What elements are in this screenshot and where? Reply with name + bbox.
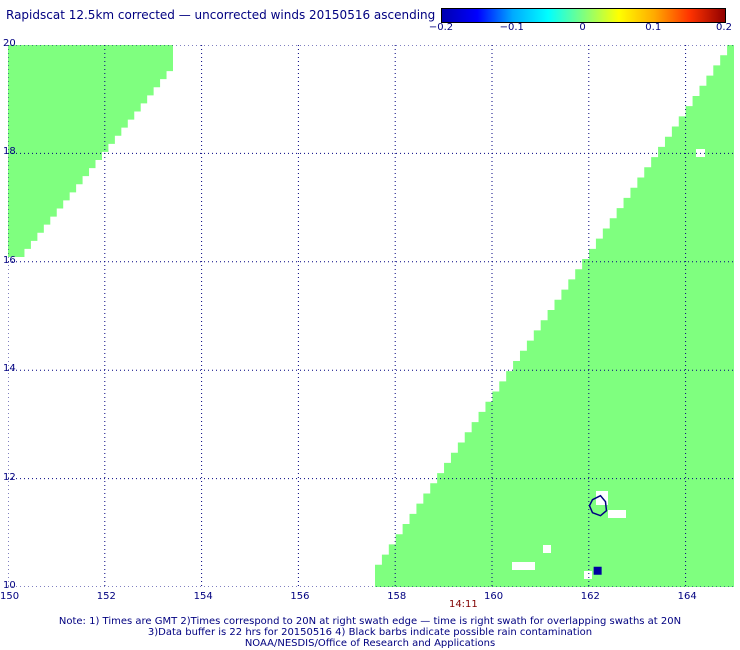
swath-lower-right	[375, 45, 734, 587]
longitude-label: 154	[193, 591, 213, 602]
swath-layer	[8, 45, 734, 587]
grid-layer	[8, 45, 734, 587]
note-line-2: 3)Data buffer is 22 hrs for 20150516 4) …	[147, 627, 593, 638]
swath-gap	[608, 510, 626, 518]
longitude-label: 156	[290, 591, 310, 602]
longitude-label: 158	[387, 591, 407, 602]
swath-gap	[543, 545, 551, 553]
colorbar-tick-label: 0	[579, 22, 586, 33]
latitude-label: 20	[3, 38, 16, 49]
difference-contour	[588, 494, 608, 517]
note-line-3: NOAA/NESDIS/Office of Research and Appli…	[244, 638, 496, 649]
colorbar-tick-label: 0.2	[716, 22, 732, 33]
latitude-label: 14	[3, 363, 16, 375]
latitude-label: 12	[3, 471, 16, 483]
colorbar-tick-label: −0.1	[499, 22, 524, 33]
latitude-label: 16	[3, 254, 16, 266]
colorbar-gradient	[441, 8, 726, 23]
colorbar-tick-label: 0.1	[645, 22, 662, 33]
longitude-label: 162	[580, 591, 600, 602]
colorbar-tick-label: −0.2	[428, 22, 454, 33]
longitude-label: 164	[677, 591, 697, 602]
feature-layer	[588, 494, 608, 575]
latitude-label: 18	[3, 146, 16, 158]
swath-gap	[584, 571, 592, 579]
swath-upper-left	[8, 45, 173, 257]
longitude-label: 150	[0, 591, 20, 602]
longitude-label: 152	[96, 591, 116, 602]
negative-difference-cell	[593, 566, 602, 575]
swath-time-label: 14:11	[448, 599, 478, 610]
wind-difference-map	[8, 45, 734, 587]
page-title: Rapidscat 12.5km corrected — uncorrected…	[6, 8, 436, 22]
swath-gap	[512, 562, 535, 570]
note-line-1: Note: 1) Times are GMT 2)Times correspon…	[58, 616, 682, 627]
latitude-label: 10	[3, 580, 16, 591]
longitude-label: 160	[484, 591, 504, 602]
